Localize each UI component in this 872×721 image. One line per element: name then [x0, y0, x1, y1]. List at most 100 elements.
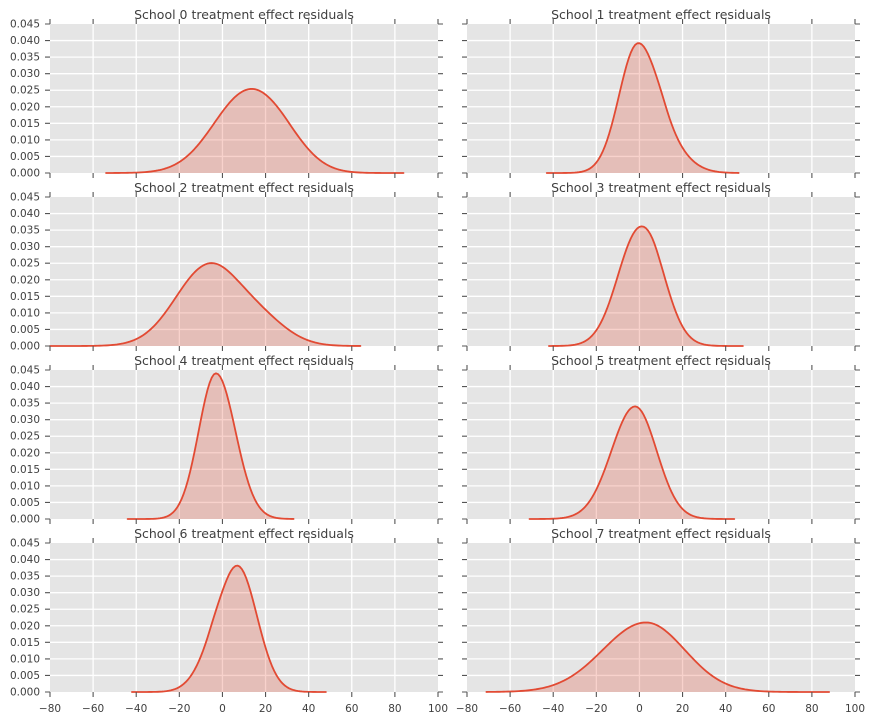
- kde-fill: [529, 406, 735, 519]
- y-tick-label: 0.005: [10, 670, 40, 682]
- subplot-title: School 4 treatment effect residuals: [134, 353, 354, 368]
- y-tick-label: 0.010: [10, 480, 40, 492]
- y-tick-label: 0.045: [10, 538, 40, 550]
- y-tick-label: 0.030: [10, 68, 40, 80]
- y-tick-label: 0.045: [10, 365, 40, 377]
- x-tick-label: 0: [219, 703, 226, 715]
- x-tick-label: 0: [636, 703, 643, 715]
- kde-curve: [105, 88, 405, 174]
- y-tick-label: 0.030: [10, 587, 40, 599]
- x-tick-label: 100: [428, 703, 448, 715]
- y-tick-label: 0.025: [10, 604, 40, 616]
- y-tick-label: 0.040: [10, 208, 40, 220]
- y-tick-label: 0.020: [10, 101, 40, 113]
- y-tick-label: 0.035: [10, 52, 40, 64]
- x-tick-label: 40: [719, 703, 732, 715]
- x-tick-label: 40: [302, 703, 315, 715]
- y-tick-label: 0.010: [10, 134, 40, 146]
- y-tick-label: 0.000: [10, 687, 40, 699]
- y-tick-label: 0.005: [10, 151, 40, 163]
- x-tick-label: 20: [259, 703, 272, 715]
- subplot-school-5: School 5 treatment effect residuals: [462, 353, 860, 524]
- plot-area: [50, 197, 438, 346]
- x-tick-label: −60: [499, 703, 521, 715]
- x-tick-label: −20: [585, 703, 607, 715]
- subplot-title: School 1 treatment effect residuals: [551, 7, 771, 22]
- y-tick-label: 0.035: [10, 225, 40, 237]
- y-tick-label: 0.030: [10, 241, 40, 253]
- y-tick-label: 0.040: [10, 554, 40, 566]
- kde-curve: [126, 372, 295, 520]
- y-tick-label: 0.020: [10, 447, 40, 459]
- y-tick-label: 0.015: [10, 291, 40, 303]
- tick-marks: [462, 192, 860, 351]
- y-tick-label: 0.025: [10, 85, 40, 97]
- y-tick-label: 0.010: [10, 653, 40, 665]
- kde-fill: [106, 88, 404, 173]
- subplot-title: School 6 treatment effect residuals: [134, 526, 354, 541]
- tick-marks: [462, 365, 860, 524]
- plot-area: [50, 543, 438, 692]
- y-tick-label: 0.030: [10, 414, 40, 426]
- kde-curve: [131, 564, 327, 693]
- y-tick-label: 0.025: [10, 258, 40, 270]
- subplot-school-0: School 0 treatment effect residuals 0.000…: [10, 7, 443, 180]
- kde-fill: [486, 622, 830, 692]
- y-tick-label: 0.000: [10, 514, 40, 526]
- subplot-title: School 2 treatment effect residuals: [134, 180, 354, 195]
- plot-area: [467, 24, 855, 173]
- kde-fill: [548, 226, 743, 346]
- y-tick-label: 0.015: [10, 464, 40, 476]
- plot-area: [50, 24, 438, 173]
- y-tick-label: 0.035: [10, 398, 40, 410]
- y-tick-label: 0.035: [10, 571, 40, 583]
- subplot-title: School 0 treatment effect residuals: [134, 7, 354, 22]
- y-tick-label: 0.005: [10, 324, 40, 336]
- y-tick-label: 0.045: [10, 192, 40, 204]
- y-tick-label: 0.040: [10, 381, 40, 393]
- tick-marks: [45, 19, 443, 178]
- subplot-title: School 7 treatment effect residuals: [551, 526, 771, 541]
- kde-curve: [548, 225, 744, 347]
- y-tick-label: 0.000: [10, 341, 40, 353]
- y-tick-label: 0.010: [10, 307, 40, 319]
- gridlines: [50, 197, 438, 346]
- subplot-school-7: School 7 treatment effect residuals −80 −6…: [456, 526, 865, 715]
- x-tick-label: −80: [39, 703, 61, 715]
- gridlines: [467, 370, 855, 519]
- x-tick-label: −20: [168, 703, 190, 715]
- plot-area: [467, 197, 855, 346]
- x-tick-label: 80: [805, 703, 818, 715]
- tick-marks: [462, 538, 860, 697]
- subplot-school-6: School 6 treatment effect residuals 0.000…: [10, 526, 448, 715]
- subplot-school-3: School 3 treatment effect residuals: [462, 180, 860, 351]
- subplot-school-1: School 1 treatment effect residuals: [462, 7, 860, 178]
- plot-area: [467, 370, 855, 519]
- x-tick-label: 60: [762, 703, 775, 715]
- x-tick-label: 60: [345, 703, 358, 715]
- x-tick-label: −60: [82, 703, 104, 715]
- plot-area: [50, 370, 438, 519]
- x-tick-label: −40: [125, 703, 147, 715]
- kde-curve: [49, 262, 362, 347]
- x-tick-label: 20: [676, 703, 689, 715]
- plot-area: [467, 543, 855, 692]
- kde-curve: [528, 405, 736, 520]
- kde-fill: [127, 373, 294, 519]
- y-tick-label: 0.020: [10, 620, 40, 632]
- y-tick-label: 0.045: [10, 19, 40, 31]
- kde-fill: [131, 565, 326, 692]
- x-tick-label: 80: [388, 703, 401, 715]
- y-tick-label: 0.015: [10, 637, 40, 649]
- y-tick-label: 0.025: [10, 431, 40, 443]
- y-tick-label: 0.015: [10, 118, 40, 130]
- subplot-title: School 5 treatment effect residuals: [551, 353, 771, 368]
- y-tick-label: 0.040: [10, 35, 40, 47]
- subplot-school-4: School 4 treatment effect residuals 0.000…: [10, 353, 443, 526]
- kde-fill: [546, 43, 739, 173]
- gridlines: [50, 543, 438, 692]
- x-tick-label: −40: [542, 703, 564, 715]
